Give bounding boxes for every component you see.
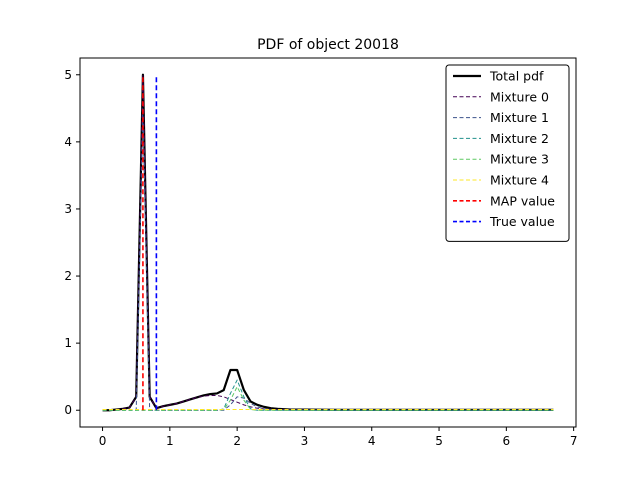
x-axis: 0 1 2 3 4 5 6 7 [99, 427, 578, 448]
legend-box [445, 64, 570, 242]
y-tick-label: 3 [64, 202, 72, 216]
x-tick-label: 3 [301, 434, 309, 448]
legend-label: MAP value [490, 193, 555, 208]
x-tick-label: 0 [99, 434, 107, 448]
y-axis: 0 1 2 3 4 5 [64, 68, 80, 417]
y-tick-label: 4 [64, 135, 72, 149]
y-tick-label: 2 [64, 269, 72, 283]
y-tick-label: 5 [64, 68, 72, 82]
x-tick-label: 7 [570, 434, 578, 448]
axes-frame [79, 57, 577, 428]
chart-title: PDF of object 20018 [257, 37, 399, 53]
legend: Total pdf Mixture 0 Mixture 1 Mixture 2 Mixt… [445, 64, 570, 242]
y-tick-label: 0 [64, 403, 72, 417]
legend-label: Mixture 0 [490, 89, 549, 104]
legend-label: Mixture 3 [490, 152, 549, 167]
x-tick-label: 1 [166, 434, 174, 448]
legend-label: Total pdf [489, 69, 544, 84]
x-tick-label: 6 [503, 434, 511, 448]
y-tick-label: 1 [64, 336, 72, 350]
legend-label: True value [489, 214, 555, 229]
series-line-mixture-3 [102, 386, 554, 411]
legend-label: Mixture 4 [490, 173, 549, 188]
series-line-mixture-1 [102, 107, 554, 411]
legend-label: Mixture 2 [490, 131, 549, 146]
series-layer [102, 73, 554, 412]
x-tick-label: 5 [435, 434, 443, 448]
legend-label: Mixture 1 [490, 110, 549, 125]
x-tick-label: 2 [233, 434, 241, 448]
x-tick-label: 4 [368, 434, 376, 448]
